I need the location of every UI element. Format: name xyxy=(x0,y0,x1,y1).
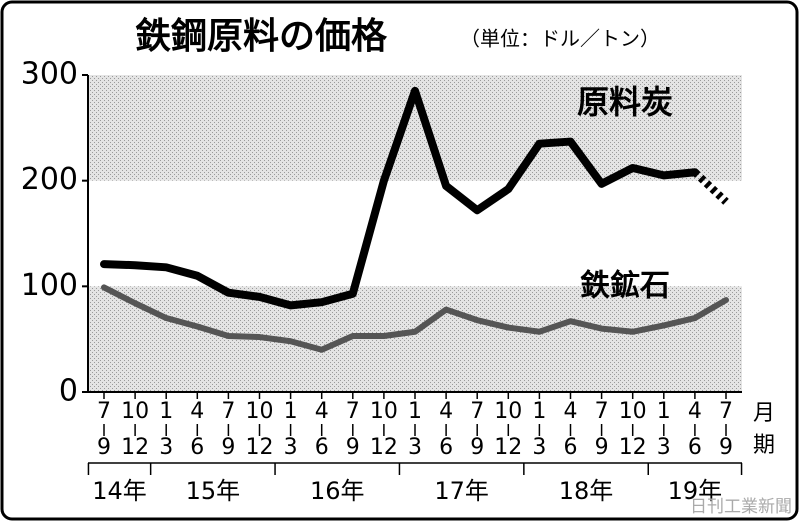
x-tick-label: 4 xyxy=(190,399,204,424)
x-tick-label: 3 xyxy=(408,435,422,460)
x-tick-label: 12 xyxy=(494,435,522,460)
x-tick-label: 10 xyxy=(619,399,647,424)
x-tick-label: 10 xyxy=(246,399,274,424)
line-projection xyxy=(692,169,729,205)
chart-subtitle: （単位：ドル／トン） xyxy=(460,27,660,51)
year-label: 17年 xyxy=(434,477,489,505)
x-tick-label: 7 xyxy=(221,399,235,424)
year-label: 14年 xyxy=(92,477,147,505)
x-tick-label: 1 xyxy=(657,399,671,424)
x-tick-label: 1 xyxy=(284,399,298,424)
x-tick-label: 6 xyxy=(688,435,702,460)
x-tick-label: 6 xyxy=(439,435,453,460)
x-tick-label: 6 xyxy=(564,435,578,460)
x-tick-label: 12 xyxy=(246,435,274,460)
x-tick-label: 4 xyxy=(564,399,578,424)
x-tick-label: 7 xyxy=(97,399,111,424)
x-tick-label: 1 xyxy=(532,399,546,424)
x-tick-label: 3 xyxy=(159,435,173,460)
x-tick-label: 10 xyxy=(121,399,149,424)
x-tick-label: 7 xyxy=(470,399,484,424)
x-tick-label: 4 xyxy=(688,399,702,424)
x-tick-label: 9 xyxy=(719,435,733,460)
x-tick-label: 3 xyxy=(532,435,546,460)
year-label: 18年 xyxy=(559,477,614,505)
year-label: 16年 xyxy=(310,477,365,505)
x-tick-label: 9 xyxy=(470,435,484,460)
x-tick-label: 7 xyxy=(346,399,360,424)
x-unit: 月 xyxy=(753,401,775,426)
x-unit: 期 xyxy=(753,433,775,458)
x-tick-label: 10 xyxy=(494,399,522,424)
x-tick-label: 4 xyxy=(315,399,329,424)
x-tick-label: 3 xyxy=(657,435,671,460)
y-tick-label: 100 xyxy=(21,268,78,303)
series-label: 鉄鉱石 xyxy=(580,269,670,304)
chart-title: 鉄鋼原料の価格 xyxy=(135,16,388,57)
credit: 日刊工業新聞 xyxy=(690,497,792,517)
year-label: 19年 xyxy=(668,477,723,505)
x-tick-label: 6 xyxy=(315,435,329,460)
x-tick-label: 1 xyxy=(408,399,422,424)
x-tick-label: 1 xyxy=(159,399,173,424)
x-tick-label: 6 xyxy=(190,435,204,460)
x-tick-label: 3 xyxy=(284,435,298,460)
series-label: 原料炭 xyxy=(577,83,673,121)
x-tick-label: 4 xyxy=(439,399,453,424)
x-tick-label: 9 xyxy=(595,435,609,460)
x-tick-label: 7 xyxy=(595,399,609,424)
x-tick-label: 12 xyxy=(121,435,149,460)
line-series xyxy=(100,86,699,310)
x-tick-label: 9 xyxy=(346,435,360,460)
x-tick-label: 12 xyxy=(370,435,398,460)
line-series xyxy=(101,284,729,353)
x-tick-label: 9 xyxy=(221,435,235,460)
x-tick-label: 12 xyxy=(619,435,647,460)
y-tick-label: 200 xyxy=(21,162,78,197)
x-tick-label: 10 xyxy=(370,399,398,424)
grid-band xyxy=(88,286,742,392)
y-tick-label: 0 xyxy=(59,374,78,409)
year-label: 15年 xyxy=(186,477,241,505)
x-tick-label: 7 xyxy=(719,399,733,424)
x-tick-label: 9 xyxy=(97,435,111,460)
y-tick-label: 300 xyxy=(21,57,78,92)
